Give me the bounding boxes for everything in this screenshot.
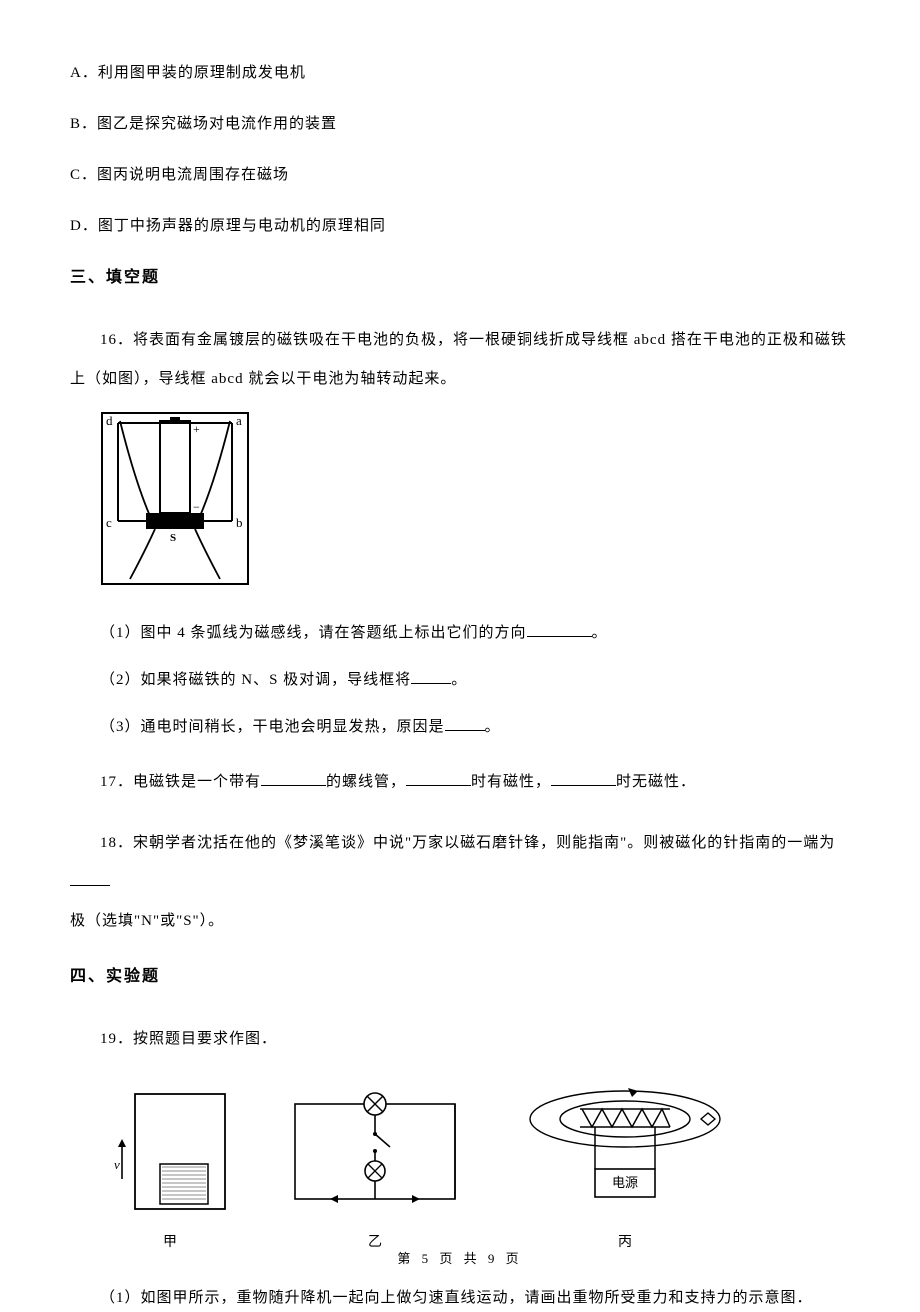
q17-blank1[interactable]: [261, 771, 326, 786]
q16-label-plus: +: [193, 422, 200, 436]
q16-label-a: a: [236, 413, 242, 428]
q17-mid2: 时有磁性，: [471, 774, 551, 790]
q19-figures-row: v 甲: [110, 1079, 850, 1255]
section-3-header: 三、填空题: [70, 264, 850, 293]
q19-jia-v-label: v: [114, 1157, 120, 1172]
q16-intro: 16．将表面有金属镀层的磁铁吸在干电池的负极，将一根硬铜线折成导线框 abcd …: [70, 321, 850, 399]
q17-mid1: 的螺线管，: [326, 774, 406, 790]
q16-sub3-post: 。: [485, 719, 501, 735]
q16-sub2-pre: （2）如果将磁铁的 N、S 极对调，导线框将: [100, 672, 411, 688]
question-18: 18．宋朝学者沈括在他的《梦溪笔谈》中说"万家以磁石磨针锋，则能指南"。则被磁化…: [70, 824, 850, 941]
option-a: A．利用图甲装的原理制成发电机: [70, 60, 850, 87]
q16-label-c: c: [106, 515, 112, 530]
q17-pre: 17．电磁铁是一个带有: [100, 774, 261, 790]
q16-sub2-post: 。: [451, 672, 467, 688]
q16-sub2-blank[interactable]: [411, 669, 451, 684]
q18-pre: 18．宋朝学者沈括在他的《梦溪笔谈》中说"万家以磁石磨针锋，则能指南"。则被磁化…: [100, 835, 835, 851]
q17-blank2[interactable]: [406, 771, 471, 786]
q18-post: 极（选填"N"或"S"）。: [70, 913, 224, 929]
q16-label-s: S: [170, 532, 176, 544]
q16-label-d: d: [106, 413, 113, 428]
option-b: B．图乙是探究磁场对电流作用的装置: [70, 111, 850, 138]
q16-sub1-post: 。: [592, 625, 608, 641]
q17-post: 时无磁性．: [616, 774, 696, 790]
q16-sub3-pre: （3）通电时间稍长，干电池会明显发热，原因是: [100, 719, 445, 735]
q16-label-b: b: [236, 515, 243, 530]
question-17: 17．电磁铁是一个带有 的螺线管， 时有磁性， 时无磁性．: [70, 763, 850, 802]
q19-figure-yi: 乙: [280, 1089, 470, 1255]
q16-figure: N S d a c b + −: [100, 411, 850, 596]
q16-sub3: （3）通电时间稍长，干电池会明显发热，原因是 。: [70, 714, 850, 741]
q16-sub1: （1）图中 4 条弧线为磁感线，请在答题纸上标出它们的方向 。: [70, 620, 850, 647]
page-footer: 第 5 页 共 9 页: [0, 1247, 920, 1270]
q19-sub1: （1）如图甲所示，重物随升降机一起向上做匀速直线运动，请画出重物所受重力和支持力…: [70, 1285, 850, 1312]
q19-bing-power-label: 电源: [612, 1175, 638, 1190]
q19-intro: 19．按照题目要求作图．: [70, 1020, 850, 1059]
q16-sub3-blank[interactable]: [445, 716, 485, 731]
option-d: D．图丁中扬声器的原理与电动机的原理相同: [70, 213, 850, 240]
q19-figure-jia: v 甲: [110, 1089, 230, 1255]
option-c: C．图丙说明电流周围存在磁场: [70, 162, 850, 189]
q16-sub1-blank[interactable]: [527, 622, 592, 637]
q16-label-minus: −: [193, 500, 200, 514]
q18-blank[interactable]: [70, 871, 110, 886]
q16-sub2: （2）如果将磁铁的 N、S 极对调，导线框将 。: [70, 667, 850, 694]
q19-figure-bing: 电源 丙: [520, 1079, 730, 1255]
q17-blank3[interactable]: [551, 771, 616, 786]
section-4-header: 四、实验题: [70, 963, 850, 992]
q16-label-n: N: [170, 502, 178, 514]
q16-sub1-pre: （1）图中 4 条弧线为磁感线，请在答题纸上标出它们的方向: [100, 625, 527, 641]
question-16: 16．将表面有金属镀层的磁铁吸在干电池的负极，将一根硬铜线折成导线框 abcd …: [70, 321, 850, 741]
